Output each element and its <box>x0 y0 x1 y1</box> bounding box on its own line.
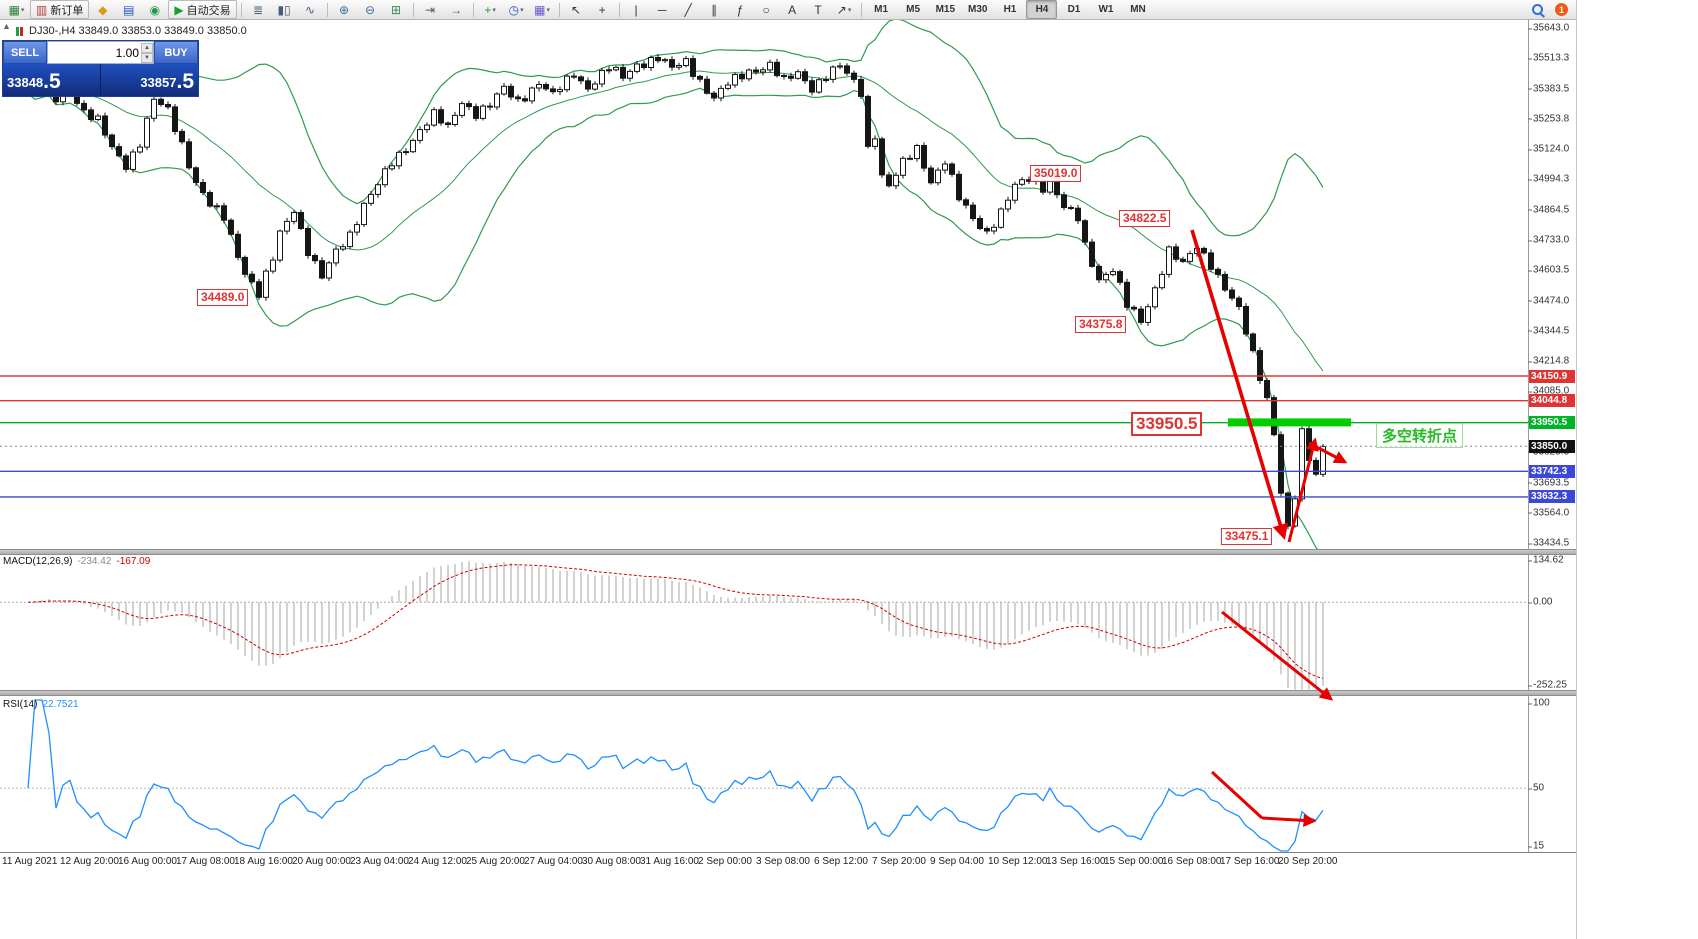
trade-panel-collapse-icon[interactable]: ▲ <box>2 21 11 31</box>
macd-header: MACD(12,26,9) -234.42 -167.09 <box>3 556 151 567</box>
trendline-icon[interactable]: ╱ <box>684 2 692 17</box>
timeframe-button-m15[interactable]: M15 <box>935 4 956 15</box>
bollinger-lower-band <box>27 87 1319 549</box>
support-zone-highlight[interactable] <box>1228 418 1351 427</box>
one-click-trading-panel: SELL ▲ ▼ BUY 33848.5 33857.5 <box>2 40 199 97</box>
timeframe-button-h1[interactable]: H1 <box>1003 4 1017 15</box>
rsi-trend-arrow[interactable] <box>1210 770 1264 820</box>
timeframe-button-mn[interactable]: MN <box>1130 4 1146 15</box>
trend-note[interactable]: 多空转折点 <box>1376 423 1464 448</box>
time-axis[interactable] <box>0 852 1576 875</box>
toolbar-separator <box>472 2 474 17</box>
price-scale[interactable] <box>1528 20 1576 853</box>
timeframe-button-h4[interactable]: H4 <box>1026 0 1058 19</box>
notifications-badge[interactable]: 1 <box>1555 3 1568 16</box>
buy-button[interactable]: BUY <box>154 41 198 64</box>
fibonacci-icon[interactable]: ƒ <box>736 2 744 17</box>
main-toolbar: ▦ ▾ ▥ 新订单 ◆ ▤ ◉ ▶ 自动交易 ≣ ▮▯ ∿ ⊕ ⊖ ⊞ ⇥ → + ▾ ◷ ▾ ▦ ▾ ↖ + | ─ ╱ ∥ ƒ ○ A T ↗… <box>0 0 1576 20</box>
chart-canvas[interactable] <box>0 0 1576 939</box>
timeframe-button-m1[interactable]: M1 <box>874 4 889 15</box>
sell-button[interactable]: SELL <box>3 41 47 64</box>
trend-arrow[interactable] <box>1190 229 1288 541</box>
zoom-out-icon[interactable]: ⊖ <box>365 2 376 17</box>
zoom-in-icon[interactable]: ⊕ <box>339 2 350 17</box>
chart-candles-icon[interactable]: ▮▯ <box>277 2 291 17</box>
crosshair-icon[interactable]: + <box>598 2 606 17</box>
timeframe-button-m5[interactable]: M5 <box>906 4 921 15</box>
trend-arrow[interactable] <box>1287 437 1319 543</box>
timeframe-button-w1[interactable]: W1 <box>1098 4 1114 15</box>
rsi-panel-separator[interactable] <box>0 690 1576 696</box>
volume-input[interactable] <box>48 45 141 60</box>
horizontal-line-icon[interactable]: ─ <box>657 2 667 17</box>
new-chart-icon[interactable]: ▦ ▾ <box>8 2 25 17</box>
metaeditor-icon[interactable]: ◆ <box>98 2 108 17</box>
chart-line-icon[interactable]: ∿ <box>305 2 316 17</box>
macd-panel-separator[interactable] <box>0 549 1576 555</box>
timeframe-button-d1[interactable]: D1 <box>1067 4 1081 15</box>
tile-windows-icon[interactable]: ⊞ <box>391 2 402 17</box>
chart-bars-icon[interactable]: ≣ <box>253 2 264 17</box>
shapes-icon[interactable]: ○ <box>762 2 770 17</box>
autotrading-button[interactable]: ▶ 自动交易 <box>168 0 237 19</box>
indicators-icon[interactable]: + ▾ <box>484 2 496 17</box>
main-chart-layer <box>0 20 1528 549</box>
chart-shift-icon[interactable]: → <box>450 2 463 17</box>
candlestick-series <box>25 54 1326 530</box>
vertical-line-icon[interactable]: | <box>634 2 638 17</box>
bollinger-middle-band <box>27 70 1324 372</box>
toolbar-separator <box>240 2 242 17</box>
macd-layer <box>0 561 1528 690</box>
cursor-icon[interactable]: ↖ <box>571 2 582 17</box>
arrows-icon[interactable]: ↗ ▾ <box>836 2 852 17</box>
channel-icon[interactable]: ∥ <box>711 2 718 17</box>
toolbar-separator <box>618 2 620 17</box>
bollinger-upper-band <box>27 20 1324 237</box>
macd-signal-line <box>27 564 1324 679</box>
buy-price[interactable]: 33857.5 <box>100 64 198 96</box>
trend-arrow[interactable] <box>1308 441 1348 464</box>
toolbar-separator <box>558 2 560 17</box>
annotation-layer <box>1190 229 1348 827</box>
sell-price[interactable]: 33848.5 <box>7 70 61 93</box>
templates-icon[interactable]: ▦ ▾ <box>534 2 550 17</box>
rsi-layer <box>0 699 1528 852</box>
chart-ohlc-title: DJ30-,H4 33849.0 33853.0 33849.0 33850.0 <box>16 25 247 37</box>
market-watch-icon[interactable]: ▤ <box>123 2 135 17</box>
mt4-window: ▦ ▾ ▥ 新订单 ◆ ▤ ◉ ▶ 自动交易 ≣ ▮▯ ∿ ⊕ ⊖ ⊞ ⇥ → + ▾ ◷ ▾ ▦ ▾ ↖ + | ─ ╱ ∥ ƒ ○ A T ↗… <box>0 0 1577 939</box>
toolbar-separator <box>326 2 328 17</box>
toolbar-separator <box>860 2 862 17</box>
macd-trend-arrow[interactable] <box>1221 610 1334 701</box>
chart-symbol-icon <box>16 26 25 36</box>
new-order-button[interactable]: ▥ 新订单 <box>30 0 90 19</box>
rsi-line <box>27 699 1324 852</box>
volume-down-icon[interactable]: ▼ <box>141 52 153 63</box>
periods-icon[interactable]: ◷ ▾ <box>508 2 524 17</box>
ohlc-text: DJ30-,H4 33849.0 33853.0 33849.0 33850.0 <box>29 25 247 37</box>
text-icon[interactable]: A <box>788 2 797 17</box>
rsi-trend-arrow[interactable] <box>1261 813 1317 827</box>
timeframe-button-m30[interactable]: M30 <box>968 4 988 15</box>
rsi-header: RSI(14) 22.7521 <box>3 699 79 710</box>
volume-field[interactable]: ▲ ▼ <box>47 41 154 64</box>
strategy-tester-icon[interactable]: ◉ <box>149 2 161 17</box>
toolbar-separator <box>412 2 414 17</box>
search-icon[interactable] <box>1525 0 1550 19</box>
macd-histogram <box>34 561 1324 690</box>
volume-up-icon[interactable]: ▲ <box>141 42 153 53</box>
label-icon[interactable]: T <box>814 2 822 17</box>
auto-scroll-icon[interactable]: ⇥ <box>425 2 436 17</box>
